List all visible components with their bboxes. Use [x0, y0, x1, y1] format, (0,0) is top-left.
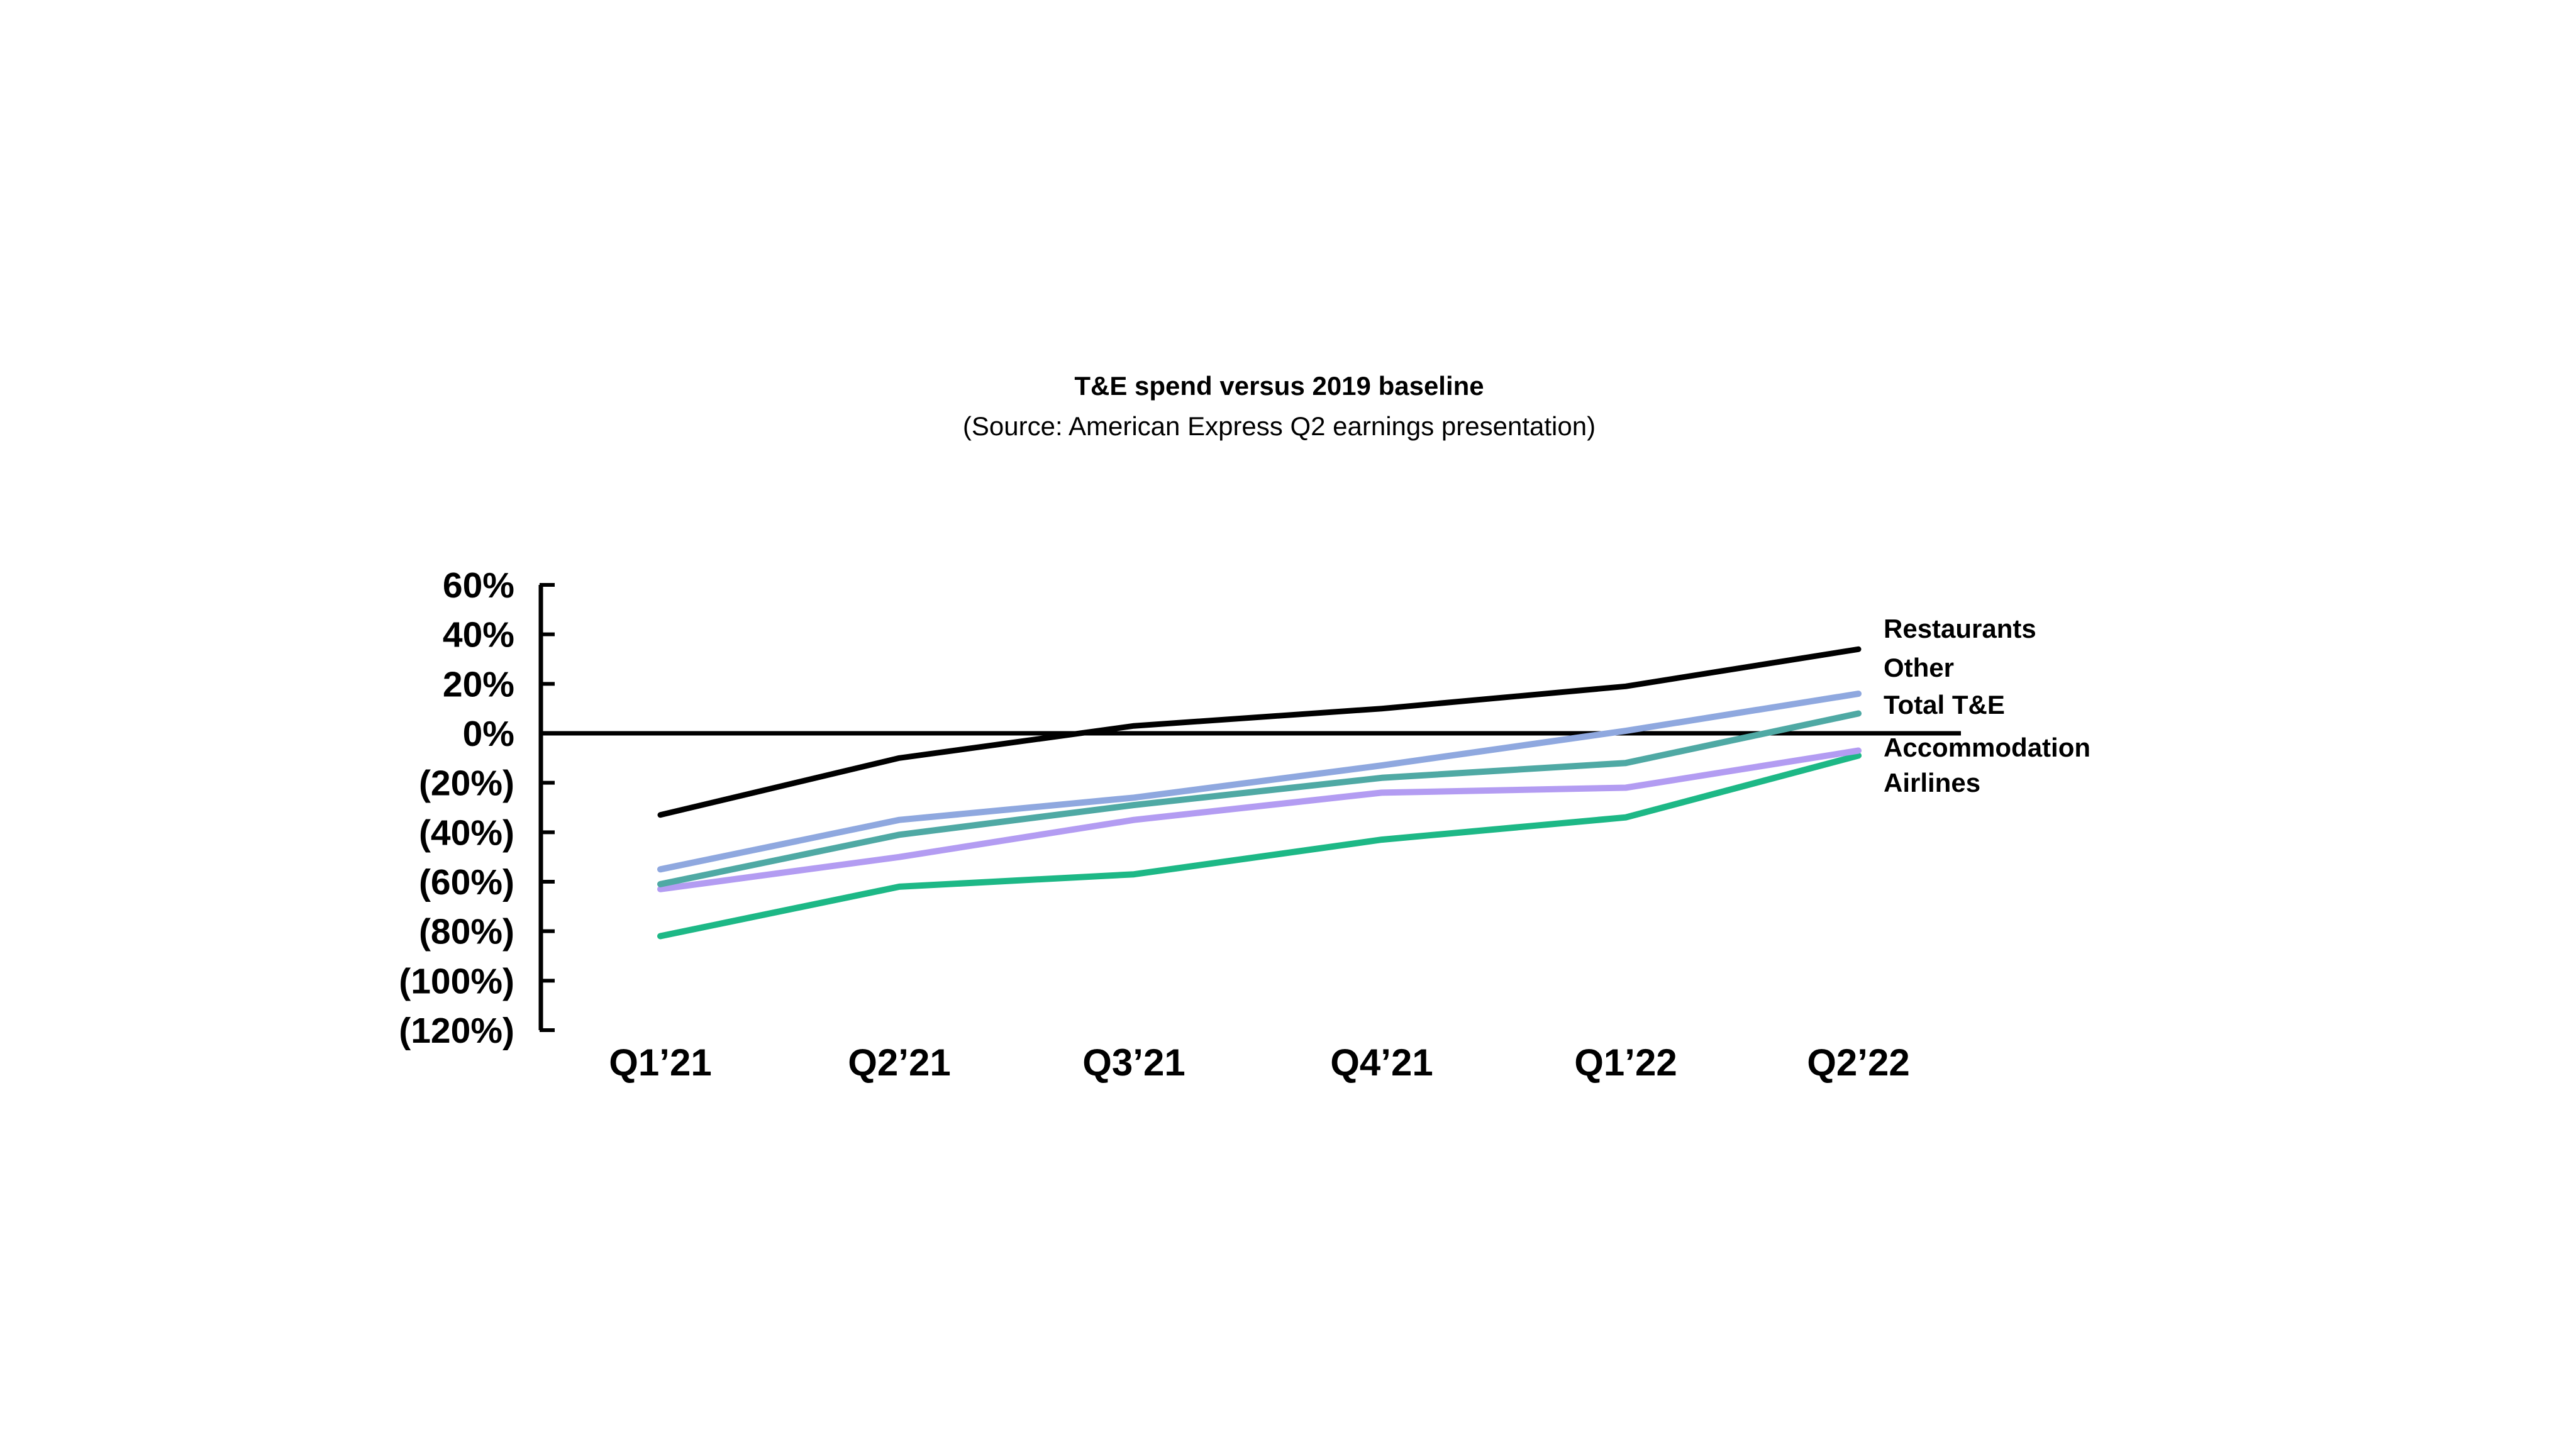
x-tick-label: Q2’21 [848, 1041, 950, 1084]
series-line-total-t-e [657, 710, 1862, 887]
series-labels: Restaurants Other Total T&E Accommodation Ai… [1884, 614, 2090, 797]
y-tick-label: 60% [443, 565, 514, 606]
series-line-restaurants [657, 646, 1862, 818]
x-tick-label: Q1’21 [609, 1041, 711, 1084]
chart-subtitle: (Source: American Express Q2 earnings pr… [963, 411, 1596, 441]
y-tick-label: 20% [443, 664, 514, 704]
chart-title: T&E spend versus 2019 baseline [1074, 371, 1484, 401]
x-tick-label: Q3’21 [1082, 1041, 1185, 1084]
series-label-airlines: Airlines [1884, 768, 1980, 797]
series-label-restaurants: Restaurants [1884, 614, 2036, 643]
y-tick-label: 40% [443, 615, 514, 655]
x-tick-label: Q1’22 [1574, 1041, 1677, 1084]
y-tick-label: (20%) [419, 763, 514, 804]
y-tick-label: (100%) [399, 961, 514, 1001]
y-tick-label: (120%) [399, 1011, 514, 1051]
series-line-accommodation [657, 747, 1862, 892]
series-lines [657, 646, 1862, 940]
series-line-other [657, 691, 1862, 873]
series-label-accommodation: Accommodation [1884, 733, 2090, 762]
y-axis-ticks: 60% 40% 20% 0% (20%) (40%) (60%) (80%) (100%) (12… [399, 565, 555, 1051]
x-tick-label: Q2’22 [1807, 1041, 1909, 1084]
x-tick-label: Q4’21 [1330, 1041, 1433, 1084]
y-tick-label: (80%) [419, 912, 514, 952]
series-line-airlines [657, 752, 1862, 940]
x-axis-ticks: Q1’21 Q2’21 Q3’21 Q4’21 Q1’22 Q2’22 [609, 1041, 1909, 1084]
y-tick-label: (60%) [419, 862, 514, 902]
series-label-total-t-e: Total T&E [1884, 690, 2005, 719]
axes [538, 585, 1961, 1030]
y-tick-label: 0% [463, 714, 514, 754]
y-tick-label: (40%) [419, 813, 514, 853]
series-label-other: Other [1884, 653, 1954, 682]
